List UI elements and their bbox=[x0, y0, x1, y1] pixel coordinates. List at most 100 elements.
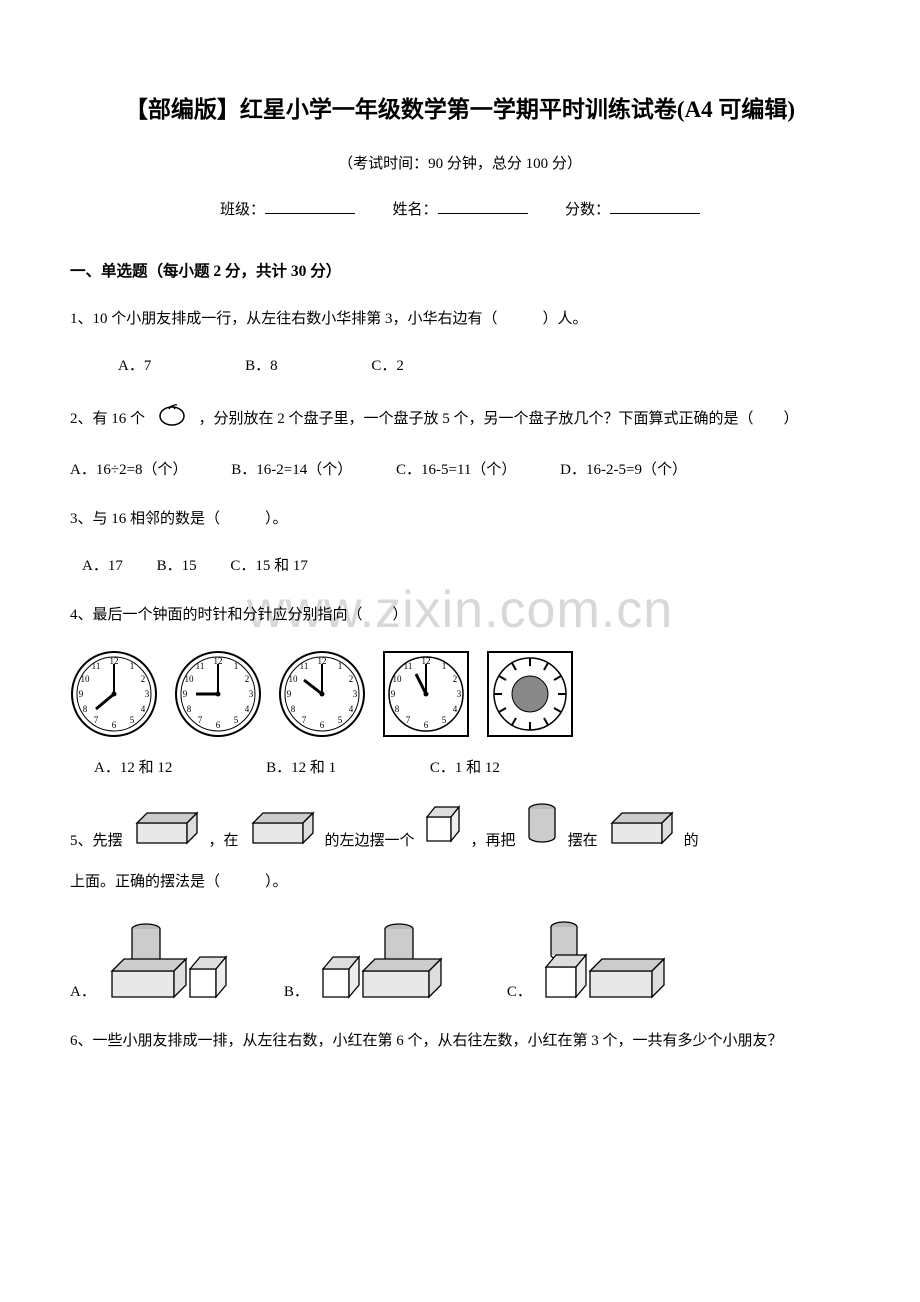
svg-text:8: 8 bbox=[291, 704, 296, 714]
q5-opt-a: A． bbox=[70, 980, 96, 1001]
q5-opt-c: C． bbox=[507, 980, 532, 1001]
q5-opt-c-wrap: C． bbox=[507, 919, 670, 1001]
svg-text:5: 5 bbox=[234, 715, 239, 725]
q4-opt-c: C．1 和 12 bbox=[430, 756, 500, 777]
question-1: 1、10 个小朋友排成一行，从左往右数小华排第 3，小华右边有（ ）人。 bbox=[70, 303, 850, 336]
cuboid-icon-3 bbox=[606, 809, 676, 858]
page-title: 【部编版】红星小学一年级数学第一学期平时训练试卷(A4 可编辑) bbox=[70, 90, 850, 124]
q5-t2: ，在 bbox=[209, 825, 239, 858]
score-blank bbox=[610, 198, 700, 214]
svg-text:5: 5 bbox=[442, 715, 447, 725]
q5-t5: 摆在 bbox=[568, 825, 598, 858]
cuboid-icon bbox=[131, 809, 201, 858]
svg-text:10: 10 bbox=[393, 674, 403, 684]
page-subtitle: （考试时间：90 分钟，总分 100 分） bbox=[70, 152, 850, 173]
question-4-options: A．12 和 12 B．12 和 1 C．1 和 12 bbox=[70, 756, 850, 777]
question-4: 4、最后一个钟面的时针和分针应分别指向（ ） bbox=[70, 599, 850, 632]
svg-text:6: 6 bbox=[112, 720, 117, 730]
score-label: 分数： bbox=[565, 202, 610, 218]
cylinder-icon bbox=[524, 801, 560, 858]
q2-suffix: ，分别放在 2 个盘子里，一个盘子放 5 个，另一个盘子放几个？下面算式正确的是… bbox=[199, 411, 799, 427]
svg-text:4: 4 bbox=[141, 704, 146, 714]
q2-opt-a: A．16÷2=8（个） bbox=[70, 458, 188, 479]
q2-opt-d: D．16-2-5=9（个） bbox=[560, 458, 687, 479]
svg-text:1: 1 bbox=[338, 661, 343, 671]
arrangement-b-icon bbox=[317, 919, 457, 1001]
q5-opt-b: B． bbox=[284, 980, 309, 1001]
svg-text:4: 4 bbox=[349, 704, 354, 714]
q1-opt-b: B．8 bbox=[245, 354, 278, 375]
class-blank bbox=[265, 198, 355, 214]
question-5-line2: 上面。正确的摆法是（ ）。 bbox=[70, 866, 850, 899]
q2-prefix: 2、有 16 个 bbox=[70, 411, 145, 427]
svg-text:9: 9 bbox=[391, 689, 396, 699]
cube-icon bbox=[423, 803, 463, 858]
svg-text:7: 7 bbox=[94, 715, 99, 725]
clock-2: 1212 345 678 91011 bbox=[174, 650, 262, 738]
q5-t3: 的左边摆一个 bbox=[325, 825, 415, 858]
svg-text:9: 9 bbox=[183, 689, 188, 699]
svg-text:8: 8 bbox=[395, 704, 400, 714]
svg-text:10: 10 bbox=[185, 674, 195, 684]
arrangement-c-icon bbox=[540, 919, 670, 1001]
svg-text:5: 5 bbox=[130, 715, 135, 725]
q5-t1: 5、先摆 bbox=[70, 825, 123, 858]
apple-icon bbox=[155, 399, 189, 440]
clock-3: 1212 345 678 91011 bbox=[278, 650, 366, 738]
question-1-options: A．7 B．8 C．2 bbox=[70, 354, 850, 375]
svg-text:1: 1 bbox=[234, 661, 239, 671]
q2-opt-b: B．16-2=14（个） bbox=[231, 458, 352, 479]
question-2: 2、有 16 个 ，分别放在 2 个盘子里，一个盘子放 5 个，另一个盘子放几个… bbox=[70, 399, 850, 440]
page-content: 【部编版】红星小学一年级数学第一学期平时训练试卷(A4 可编辑) （考试时间：9… bbox=[70, 90, 850, 1058]
svg-text:8: 8 bbox=[187, 704, 192, 714]
name-blank bbox=[438, 198, 528, 214]
svg-text:2: 2 bbox=[453, 674, 458, 684]
question-5: 5、先摆 ，在 的左边摆一个 ，再把 bbox=[70, 801, 850, 858]
svg-text:11: 11 bbox=[92, 661, 101, 671]
class-label: 班级： bbox=[220, 202, 265, 218]
q3-opt-b: B．15 bbox=[157, 554, 197, 575]
name-label: 姓名： bbox=[392, 202, 437, 218]
svg-text:1: 1 bbox=[130, 661, 135, 671]
q2-opt-c: C．16-5=11（个） bbox=[396, 458, 516, 479]
question-6: 6、一些小朋友排成一排，从左往右数，小红在第 6 个，从右往左数，小红在第 3 … bbox=[70, 1025, 850, 1058]
clock-5 bbox=[486, 650, 574, 738]
cuboid-icon-2 bbox=[247, 809, 317, 858]
svg-text:11: 11 bbox=[300, 661, 309, 671]
svg-text:2: 2 bbox=[141, 674, 146, 684]
q1-opt-a: A．7 bbox=[118, 354, 151, 375]
q3-opt-c: C．15 和 17 bbox=[230, 554, 308, 575]
q5-opt-b-wrap: B． bbox=[284, 919, 457, 1001]
q5-opt-a-wrap: A． bbox=[70, 919, 234, 1001]
svg-text:6: 6 bbox=[216, 720, 221, 730]
svg-text:10: 10 bbox=[81, 674, 91, 684]
clock-4: 1212 345 678 91011 bbox=[382, 650, 470, 738]
svg-text:3: 3 bbox=[145, 689, 150, 699]
arrangement-a-icon bbox=[104, 919, 234, 1001]
question-2-options: A．16÷2=8（个） B．16-2=14（个） C．16-5=11（个） D．… bbox=[70, 458, 850, 479]
svg-text:7: 7 bbox=[406, 715, 411, 725]
svg-text:3: 3 bbox=[249, 689, 254, 699]
svg-text:2: 2 bbox=[349, 674, 354, 684]
svg-text:9: 9 bbox=[287, 689, 292, 699]
q5-t6: 的 bbox=[684, 825, 699, 858]
svg-text:8: 8 bbox=[83, 704, 88, 714]
q1-opt-c: C．2 bbox=[371, 354, 404, 375]
svg-text:7: 7 bbox=[302, 715, 307, 725]
svg-text:10: 10 bbox=[289, 674, 299, 684]
svg-text:3: 3 bbox=[353, 689, 358, 699]
q4-opt-a: A．12 和 12 bbox=[94, 756, 172, 777]
svg-text:4: 4 bbox=[245, 704, 250, 714]
question-5-options: A． B． bbox=[70, 919, 850, 1001]
svg-text:11: 11 bbox=[404, 661, 413, 671]
info-row: 班级： 姓名： 分数： bbox=[70, 198, 850, 219]
svg-text:7: 7 bbox=[198, 715, 203, 725]
svg-text:2: 2 bbox=[245, 674, 250, 684]
q4-opt-b: B．12 和 1 bbox=[266, 756, 336, 777]
svg-text:5: 5 bbox=[338, 715, 343, 725]
svg-text:6: 6 bbox=[320, 720, 325, 730]
q5-t4: ，再把 bbox=[471, 825, 516, 858]
question-3-options: A．17 B．15 C．15 和 17 bbox=[70, 554, 850, 575]
svg-text:1: 1 bbox=[442, 661, 447, 671]
question-3: 3、与 16 相邻的数是（ ）。 bbox=[70, 503, 850, 536]
